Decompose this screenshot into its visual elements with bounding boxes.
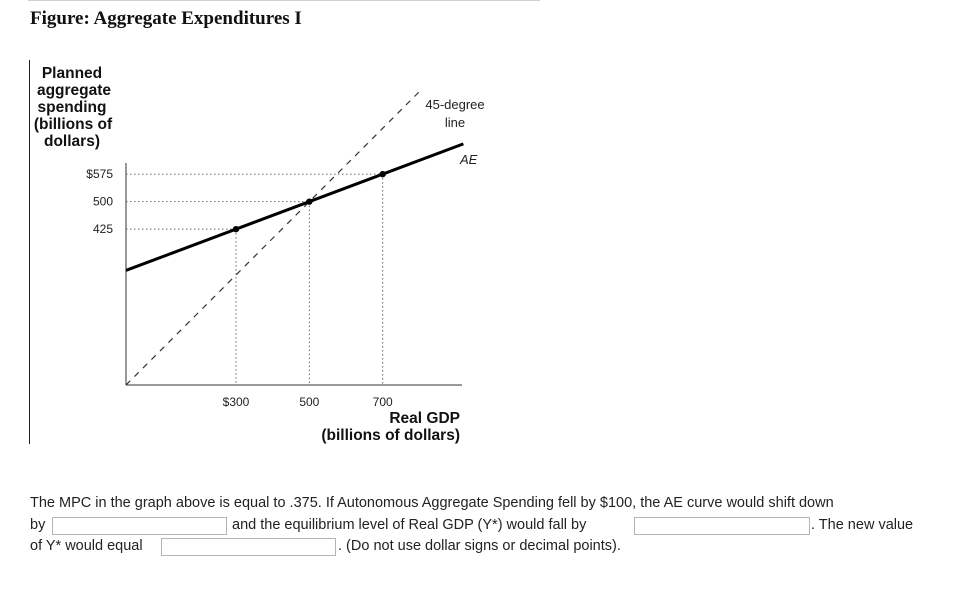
y-axis-label-line-1: aggregate [37,82,111,99]
x-tick-label-1: 500 [299,395,319,409]
new-equilibrium-input[interactable] [161,538,336,556]
y-axis-label-line-2: spending [38,99,107,116]
x-tick-label-0: $300 [223,395,250,409]
question-text-of: of Y* would equal [30,538,143,554]
question-line-3: of Y* would equal . (Do not use dollar s… [30,536,945,558]
x-tick-label-2: 700 [373,395,393,409]
question-line-1: The MPC in the graph above is equal to .… [30,493,945,515]
shift-amount-input[interactable] [52,516,227,535]
question-text-mid: and the equilibrium level of Real GDP (Y… [232,516,587,533]
x-axis-label-line-0: Real GDP [389,410,460,427]
equilibrium-point-1 [306,198,313,205]
gdp-fall-input[interactable] [634,516,810,535]
y-tick-label-0: 425 [93,222,113,236]
question-text-1: The MPC in the graph above is equal to .… [30,495,834,511]
equilibrium-point-0 [232,225,240,233]
y-axis-label-line-0: Planned [42,65,102,82]
forty-five-degree-line [125,91,420,386]
figure-border [29,60,30,444]
top-divider [28,0,540,1]
question-line-2: by and the equilibrium level of Real GDP… [30,515,945,537]
question-text-by: by [30,516,46,533]
aggregate-expenditures-chart: 425 500 $575 $300 500 700 Plannedaggregatespen… [34,65,485,444]
question-text-new-value: . The new value [811,516,914,533]
x-axis-label-line-1: (billions of dollars) [321,427,460,444]
y-tick-label-1: 500 [93,195,113,209]
y-axis-label-line-3: (billions of [34,116,113,133]
figure-title: Figure: Aggregate Expenditures I [30,8,302,29]
ae-line [125,142,464,272]
equilibrium-point-2 [379,170,386,178]
y-axis-label-line-4: dollars) [44,133,100,150]
forty-five-degree-annotation-0: 45-degree [425,97,484,112]
question-block: The MPC in the graph above is equal to .… [30,493,945,558]
y-tick-label-2: $575 [86,167,113,181]
forty-five-degree-annotation-1: line [445,115,465,130]
question-text-end: . (Do not use dollar signs or decimal po… [338,538,621,554]
ae-annotation: AE [459,152,478,167]
